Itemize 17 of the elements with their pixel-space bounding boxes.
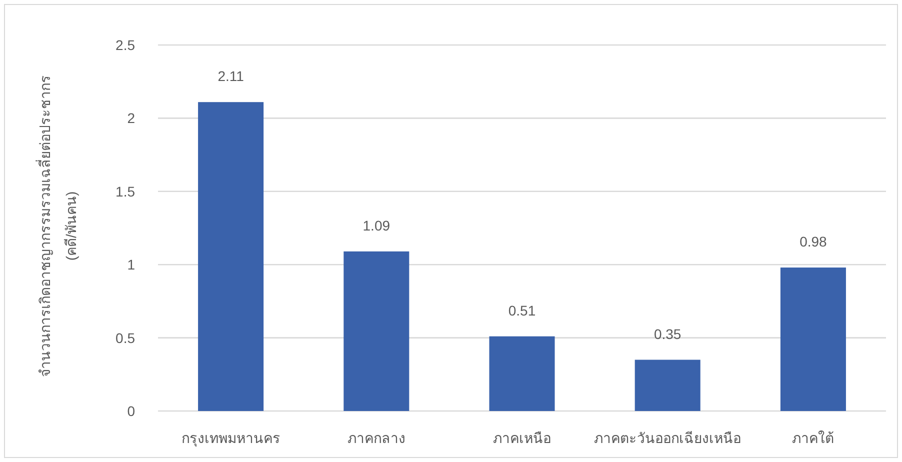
data-label: 0.51 (508, 302, 536, 318)
x-tick-label: ภาคใต้ (792, 430, 834, 446)
x-tick-label: ภาคกลาง (347, 430, 406, 446)
x-tick-label: ภาคตะวันออกเฉียงเหนือ (594, 430, 742, 446)
x-tick-label: กรุงเทพมหานคร (181, 430, 280, 447)
data-label: 2.11 (218, 68, 244, 84)
data-label: 0.35 (654, 326, 682, 342)
y-tick-label: 0 (127, 403, 136, 419)
data-label: 1.09 (362, 217, 390, 234)
y-axis-title: จำนวนการเกิดอาชญากรรมรวมเฉลี่ยต่อประชากร (คดี/พันคน) (37, 75, 79, 377)
y-tick-label: 0.5 (116, 330, 136, 346)
y-tick-label: 2 (127, 110, 136, 126)
y-tick-label: 1.5 (116, 183, 136, 200)
data-label: 0.98 (800, 234, 828, 250)
x-tick-label: ภาคเหนือ (493, 430, 551, 446)
y-tick-label: 1 (127, 256, 136, 273)
y-tick-label: 2.5 (116, 37, 136, 53)
